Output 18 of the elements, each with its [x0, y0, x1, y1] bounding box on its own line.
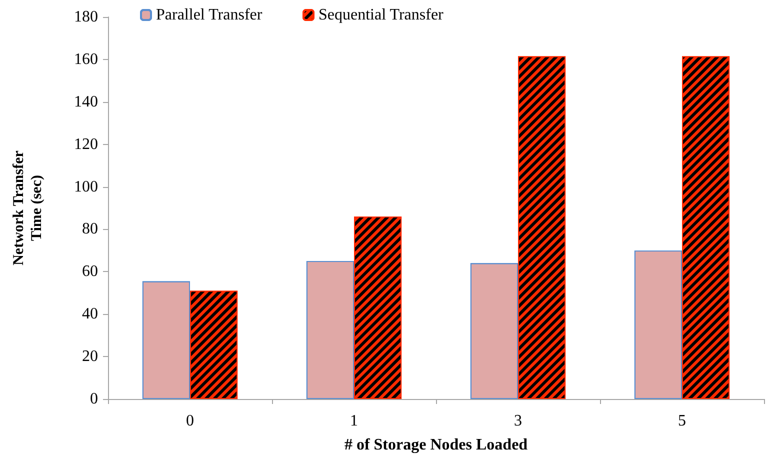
- y-tick-label: 100: [74, 178, 98, 196]
- x-tick-label: 5: [678, 412, 686, 430]
- y-tick-label: 40: [82, 306, 98, 323]
- x-tick-label: 0: [186, 412, 194, 430]
- y-tick-label: 20: [82, 348, 98, 366]
- y-axis-title: Network Transfer Time (sec): [11, 150, 45, 266]
- x-axis-title: # of Storage Nodes Loaded: [344, 436, 528, 454]
- x-tick-label: 3: [514, 412, 522, 430]
- y-tick-label: 120: [74, 136, 98, 153]
- y-tick-label: 60: [82, 263, 98, 280]
- y-tick-label: 160: [74, 50, 98, 68]
- x-tick-label: 1: [350, 412, 358, 430]
- y-tick-label: 0: [90, 390, 98, 408]
- y-tick-label: 140: [74, 93, 98, 110]
- y-tick-label: 80: [82, 220, 98, 238]
- y-tick-label: 180: [74, 8, 98, 26]
- legend-label: Parallel Transfer: [156, 6, 263, 24]
- legend-label: Sequential Transfer: [318, 6, 444, 24]
